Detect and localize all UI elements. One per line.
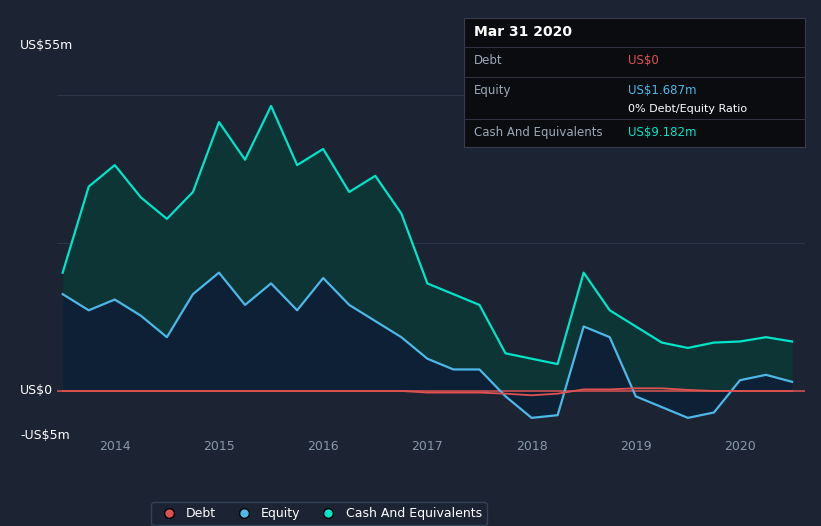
- Legend: Debt, Equity, Cash And Equivalents: Debt, Equity, Cash And Equivalents: [151, 502, 487, 525]
- Text: US$55m: US$55m: [21, 39, 73, 52]
- Text: 0% Debt/Equity Ratio: 0% Debt/Equity Ratio: [628, 104, 747, 114]
- Text: US$9.182m: US$9.182m: [628, 126, 696, 139]
- Text: Cash And Equivalents: Cash And Equivalents: [474, 126, 603, 139]
- Text: Mar 31 2020: Mar 31 2020: [474, 25, 571, 39]
- Text: Debt: Debt: [474, 54, 502, 67]
- Text: -US$5m: -US$5m: [21, 429, 70, 442]
- Text: US$1.687m: US$1.687m: [628, 84, 696, 97]
- Text: US$0: US$0: [628, 54, 658, 67]
- Text: US$0: US$0: [21, 385, 53, 398]
- Text: Equity: Equity: [474, 84, 511, 97]
